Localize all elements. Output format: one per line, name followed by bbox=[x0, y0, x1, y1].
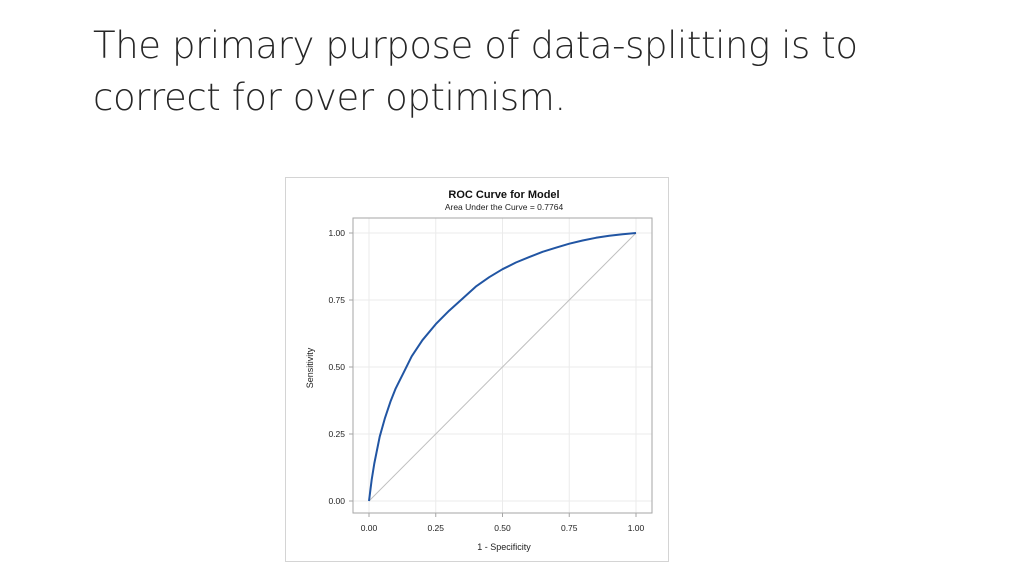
grid-layer bbox=[353, 218, 652, 513]
slide-title-line-2: correct for over optimism. bbox=[93, 76, 566, 119]
reference-diagonal-line bbox=[368, 232, 637, 502]
y-axis-label: Sensitivity bbox=[305, 347, 315, 388]
y-tick-label: 0.00 bbox=[328, 496, 345, 506]
x-tick-label: 0.00 bbox=[361, 523, 378, 533]
chart-subtitle: Area Under the Curve = 0.7764 bbox=[445, 202, 564, 212]
slide-title-line-1: The primary purpose of data-splitting is… bbox=[93, 24, 858, 67]
roc-chart: ROC Curve for Model Area Under the Curve… bbox=[305, 189, 653, 552]
y-tick-label: 0.50 bbox=[328, 362, 345, 372]
slide-title: The primary purpose of data-splitting is… bbox=[93, 20, 953, 124]
x-tick-label: 0.25 bbox=[427, 523, 444, 533]
x-axis-label: 1 - Specificity bbox=[477, 542, 531, 552]
y-tick-label: 0.25 bbox=[328, 429, 345, 439]
tick-layer: 0.00 0.25 0.50 0.75 1.00 0.00 0.25 0.50 0.75 1.00 bbox=[328, 228, 644, 533]
x-tick-label: 0.50 bbox=[494, 523, 511, 533]
y-tick-label: 1.00 bbox=[328, 228, 345, 238]
x-tick-label: 0.75 bbox=[561, 523, 578, 533]
x-tick-label: 1.00 bbox=[628, 523, 645, 533]
roc-curve-line bbox=[368, 232, 637, 502]
y-tick-label: 0.75 bbox=[328, 295, 345, 305]
series-layer bbox=[368, 232, 637, 502]
chart-title: ROC Curve for Model bbox=[448, 189, 559, 201]
roc-chart-frame: ROC Curve for Model Area Under the Curve… bbox=[285, 177, 669, 562]
